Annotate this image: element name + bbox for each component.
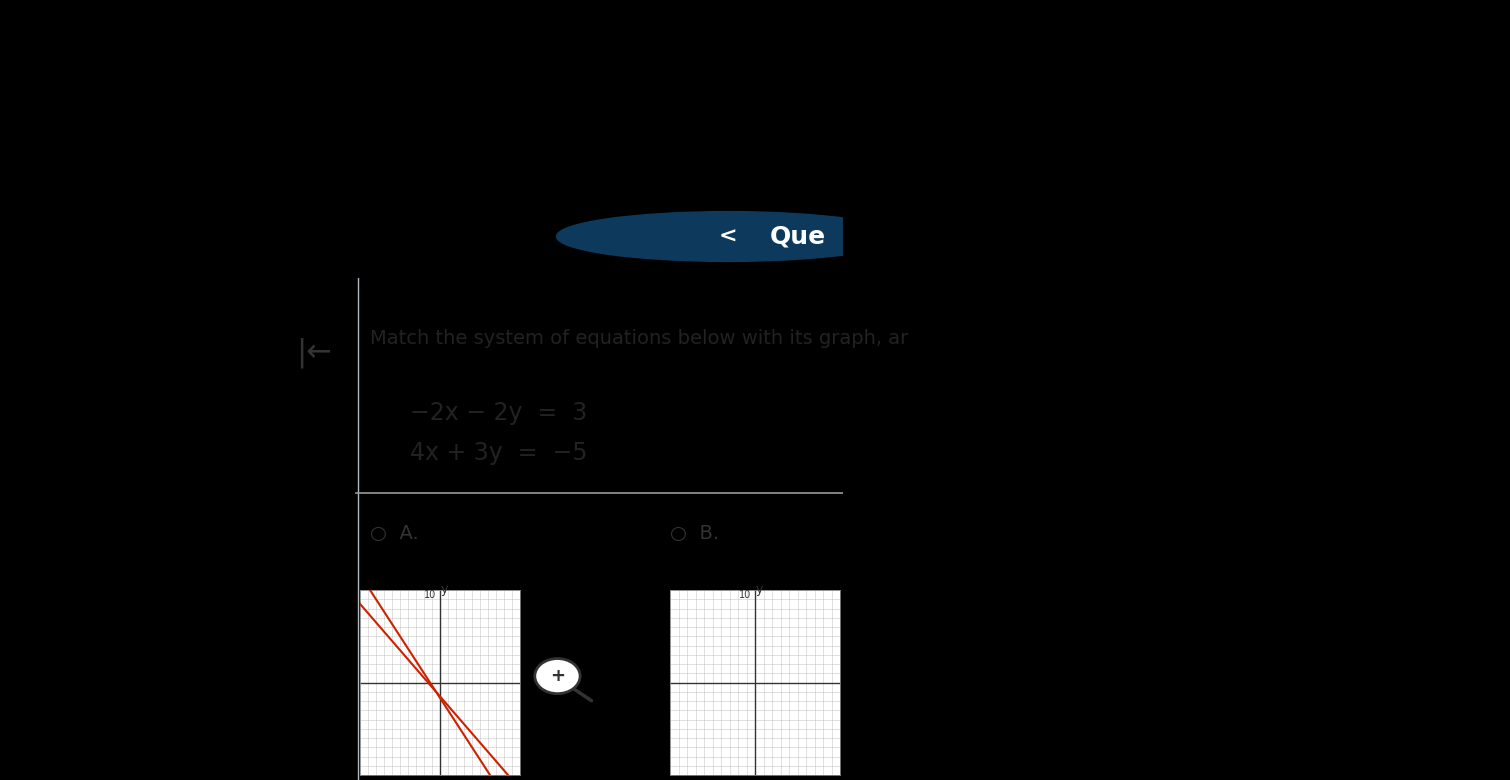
Text: 10: 10 [738, 590, 750, 600]
Text: y: y [441, 583, 447, 597]
Text: <: < [719, 226, 738, 246]
Circle shape [557, 211, 900, 261]
Text: Que: Que [770, 225, 826, 249]
Text: +: + [550, 667, 565, 685]
Text: 4x + 3y  =  −5: 4x + 3y = −5 [411, 441, 587, 465]
Text: Match the system of equations below with its graph, ar: Match the system of equations below with… [370, 328, 908, 348]
Text: ○  B.: ○ B. [670, 523, 719, 543]
Text: 10: 10 [424, 590, 436, 600]
Text: −2x − 2y  =  3: −2x − 2y = 3 [411, 401, 587, 425]
Circle shape [535, 658, 580, 693]
Text: ○  A.: ○ A. [370, 523, 418, 543]
Text: y: y [755, 583, 763, 597]
Text: |←: |← [296, 338, 332, 368]
